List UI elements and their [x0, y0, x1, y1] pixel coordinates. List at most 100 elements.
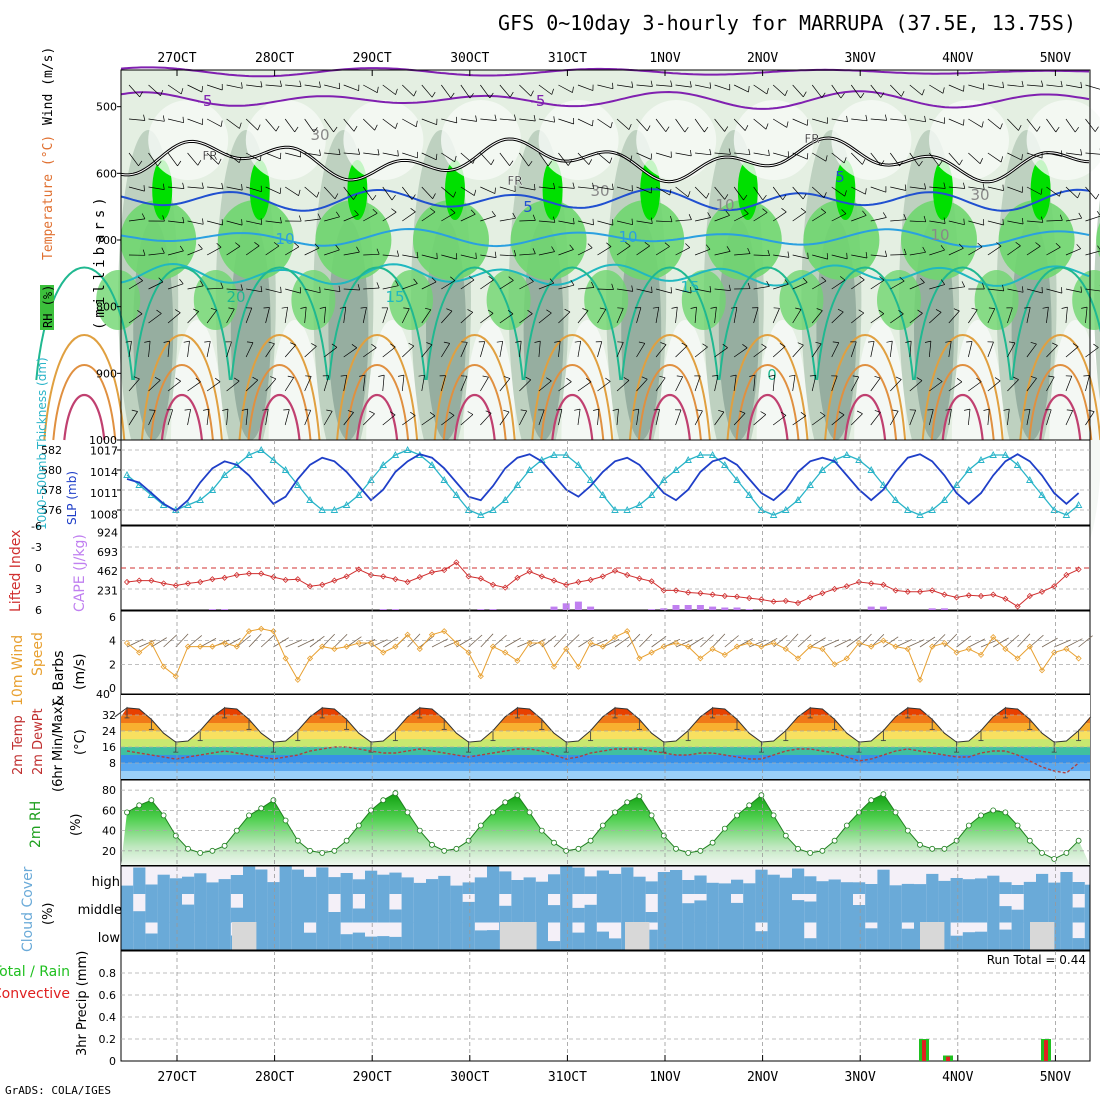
upper-wind-barb: [460, 213, 476, 222]
upper-wind-barb: [323, 347, 338, 358]
upper-wind-barb-flag: [982, 283, 985, 290]
lifted-index-marker: [477, 575, 484, 582]
lifted-index-marker: [197, 578, 204, 586]
upper-wind-barb-flag: [884, 250, 888, 257]
upper-wind-barb: [850, 341, 857, 358]
upper-wind-barb: [948, 247, 964, 256]
cloud-middle-cell: [877, 894, 890, 923]
upper-wind-barb: [148, 341, 151, 358]
upper-wind-barb-flag: [494, 114, 497, 121]
upper-wind-barb-flag: [395, 280, 399, 286]
upper-wind-barb-flag: [162, 215, 165, 222]
upper-wind-barb: [734, 253, 751, 256]
upper-wind-barb-flag: [773, 307, 780, 309]
upper-wind-barb-flag: [515, 340, 522, 343]
upper-wind-barb-flag: [482, 375, 489, 378]
wind10m-barb: [749, 639, 766, 648]
lifted-index-marker: [367, 571, 375, 579]
axis-tick-label: 580: [41, 464, 62, 477]
upper-wind-barb-flag: [357, 284, 361, 291]
upper-wind-barb-flag: [938, 160, 943, 166]
wind10m-barb: [541, 635, 557, 648]
temp-white-mask: [121, 695, 1090, 743]
upper-wind-barb: [733, 347, 748, 358]
upper-wind-barb: [694, 248, 711, 256]
cloud-high-cell: [633, 876, 646, 894]
upper-wind-barb-flag: [377, 149, 380, 156]
upper-wind-barb: [772, 211, 787, 222]
lifted-index-marker: [355, 566, 362, 573]
upper-wind-barb: [811, 186, 825, 199]
upper-wind-barb: [363, 287, 380, 290]
pressure-tick-label: 800: [96, 301, 117, 314]
upper-wind-barb: [792, 282, 808, 290]
upper-wind-barb-flag: [1030, 376, 1037, 379]
wind10m-barb: [919, 636, 936, 648]
upper-wind-barb: [656, 84, 673, 87]
lifted-index-marker: [428, 569, 436, 576]
wind10m-marker: [294, 676, 301, 683]
upper-wind-barb: [694, 118, 705, 133]
upper-wind-barb: [226, 152, 240, 163]
cloud-high-cell: [975, 878, 988, 894]
upper-wind-barb-flag: [528, 277, 534, 282]
upper-wind-barb: [323, 186, 336, 200]
cloud-high-cell: [426, 879, 439, 894]
rh2m-area: [121, 793, 1090, 865]
upper-wind-barb: [480, 254, 497, 258]
upper-wind-barb-flag: [319, 81, 321, 88]
upper-wind-barb-flag: [395, 88, 398, 95]
cloud-low-cell: [609, 938, 622, 950]
thickness-marker: [269, 456, 278, 463]
upper-wind-barb-flag: [631, 81, 634, 88]
upper-wind-barb: [304, 152, 321, 156]
wind10m-barb: [273, 637, 289, 648]
upper-wind-barb: [714, 307, 717, 324]
rh2m-marker: [551, 839, 557, 846]
cloud-middle-cell: [706, 894, 719, 923]
upper-wind-barb: [323, 375, 330, 392]
upper-wind-barb: [265, 378, 277, 392]
upper-wind-barb: [616, 152, 631, 162]
cloud-low-cell: [718, 922, 731, 950]
cloud-middle-cell: [487, 894, 500, 923]
upper-wind-barb-flag: [879, 276, 885, 281]
rh2m-marker: [172, 832, 179, 839]
wind10m-marker: [453, 639, 460, 647]
wind10m-barb: [480, 633, 494, 648]
upper-wind-barb-flag: [270, 376, 277, 380]
cloud-high-cell: [670, 870, 683, 894]
upper-wind-barb: [792, 415, 807, 426]
upper-wind-barb: [558, 311, 571, 324]
upper-wind-barb: [948, 186, 965, 189]
thickness-marker: [611, 506, 619, 513]
thickness-marker: [879, 481, 888, 488]
lifted-index-marker: [892, 587, 899, 594]
upper-wind-barb: [890, 219, 907, 222]
thickness-marker: [891, 496, 900, 503]
upper-wind-barb: [1085, 307, 1088, 324]
upper-wind-barb: [1007, 288, 1024, 293]
wind10m-barb: [297, 638, 315, 648]
upper-wind-barb: [323, 411, 333, 426]
rh2m-marker: [587, 837, 594, 844]
upper-wind-barb: [772, 84, 786, 96]
upper-wind-barb: [226, 118, 240, 129]
wind10m-barb: [224, 638, 241, 648]
upper-wind-barb: [948, 152, 960, 166]
upper-wind-barb: [402, 186, 413, 200]
rh2m-marker: [1014, 822, 1021, 829]
upper-wind-barb: [948, 286, 965, 290]
upper-wind-barb: [421, 211, 436, 222]
thickness-marker: [940, 496, 949, 503]
upper-wind-barb: [363, 347, 377, 358]
upper-wind-barb-flag: [1048, 375, 1055, 378]
slp-label: SLP (mb): [65, 471, 79, 525]
upper-wind-barb: [128, 411, 138, 426]
upper-wind-barb-flag: [650, 217, 653, 224]
upper-wind-barb: [772, 308, 780, 324]
upper-wind-barb-flag: [570, 280, 575, 286]
upper-wind-barb-flag: [748, 148, 751, 155]
cloud-high-cell: [438, 875, 451, 894]
rh2m-marker: [856, 809, 862, 816]
